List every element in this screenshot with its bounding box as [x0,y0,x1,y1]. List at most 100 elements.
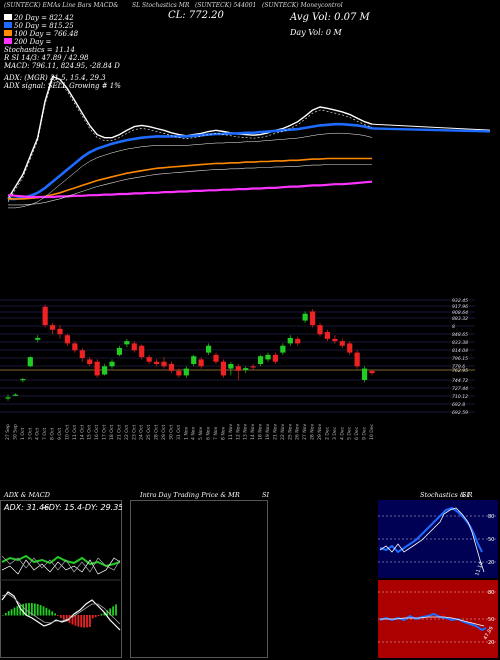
date-axis-label: 9 Dec [362,426,368,440]
macd-bar [83,615,85,628]
price-axis-label: 796.15 [452,356,468,362]
candle-body [220,361,227,376]
date-axis-label: 4 Nov [191,426,197,440]
date-axis-label: 14 Nov [250,423,256,440]
date-axis-label: 27 Sep [5,424,11,440]
candle-body [339,341,345,346]
date-axis-label: 21 Oct [116,425,122,440]
candle-body [243,368,249,370]
stoch-axis-50: 50 [488,537,494,543]
adx-panel-title: ADX & MACD [4,491,50,499]
date-axis-label: 16 Oct [94,425,100,440]
macd-bar [31,603,33,616]
date-axis-label: 31 Oct [176,425,182,440]
candle-body [287,337,293,344]
date-axis-label: 5 Dec [347,426,353,440]
ema-aux-line-1 [8,164,372,206]
date-axis-label: 27 Nov [302,423,308,440]
price-axis-label: 762.95 [452,368,468,374]
candle-body [257,356,264,364]
date-axis-label: 28 Nov [310,423,316,440]
date-axis-label: 12 Nov [235,423,241,440]
date-axis-label: 18 Nov [258,423,264,440]
price-axis-label: 8 [452,324,455,330]
candle-body [94,361,100,376]
candle-body [20,379,26,381]
macd-bar [94,615,97,618]
macd-bar [106,610,109,616]
ema-20-swatch [4,14,12,20]
macd-bar [115,604,117,616]
macd-bar [28,603,30,616]
macd-bar [80,615,83,628]
price-axis-label: 692.8 [452,402,465,408]
macd-bar [91,615,94,619]
ema-100-label: 100 Day = 766.48 [4,30,121,38]
candle-body [228,364,234,369]
price-axis-label: 710.12 [452,394,468,400]
ema-20-label: 20 Day = 822.42 [4,14,121,22]
date-axis-label: 10 Oct [64,425,70,440]
macd-bar [89,615,91,628]
macd-bar [62,615,65,620]
ema-50-label: 50 Day = 815.25 [4,22,121,30]
date-axis-label: 15 Oct [87,425,93,440]
date-axis-label: 8 Nov [220,426,226,440]
ema-aux-line-0 [7,78,373,203]
ticker-code: (SUNTECK) 544001 [195,2,257,9]
date-axis-label: 7 Nov [213,426,219,440]
ema-20-extension [371,123,491,131]
dy-minus-value: -DY: 29.35 [82,503,122,512]
candle-body [324,332,331,339]
macd-bar [51,611,54,616]
candle-body [131,343,137,351]
candle-body [213,354,219,362]
date-axis-label: 14 Oct [79,425,85,440]
date-axis-label: 1 Oct [20,427,26,440]
price-axis-label: 779.6 [452,364,465,370]
candle-body [49,325,56,330]
dy-plus-value: +DY: 15.4 [42,503,82,512]
date-axis-label: 30 Sep [12,424,18,440]
price-axis-label: 744.72 [452,378,468,384]
intraday-panel-title: Intra Day Trading Price & MR [140,491,240,499]
candle-body [42,306,48,326]
candle-body [369,370,375,374]
date-axis-label: 11 Nov [228,423,234,440]
rsi-axis-80: 80 [488,590,494,596]
adx-signal: ADX signal: SELL Growing # 1% [4,82,121,90]
date-axis-label: 8 Oct [50,427,56,440]
date-axis-label: 17 Oct [102,425,108,440]
ema-lines [7,75,491,209]
date-axis-label: 1 Nov [183,426,189,440]
date-axis-label: 6 Dec [354,426,360,440]
rsi-readout: R SI 14/3: 47.89 / 42.98 [4,54,89,62]
candle-body [176,370,182,376]
stochastics-panel: 80 50 20 11.14 [378,500,498,578]
candle-body [12,394,19,396]
dy-minus-line [1,555,121,573]
close-price: CL: 772.20 [168,10,224,21]
candle-body [109,361,115,367]
macd-bar [60,615,62,618]
macd-bar [16,606,19,616]
date-axis-label: 22 Nov [280,423,286,440]
date-axis-label: 9 Oct [57,427,63,440]
rsi-axis-20: 20 [488,640,494,646]
macd-bar [13,607,16,616]
ema-200-label: 200 Day = [4,38,121,46]
date-axis: 27 Sep 30 Sep 1 Oct 3 Oct 4 Oct 7 Oct 8 Oct 9 O… [5,423,375,440]
price-axis-label: 814.04 [452,348,468,354]
date-axis-label: 29 Nov [317,423,323,440]
candle-body [116,348,123,355]
candle-body [72,343,78,351]
ema-100-swatch [4,30,12,36]
macd-bar [74,615,77,626]
day-volume: Day Vol: 0 M [290,28,342,37]
date-axis-label: 24 Oct [139,425,145,440]
macd-bar [2,615,4,616]
macd-bar [22,603,25,616]
date-axis-label: 25 Oct [146,425,152,440]
candle-body [265,354,271,360]
